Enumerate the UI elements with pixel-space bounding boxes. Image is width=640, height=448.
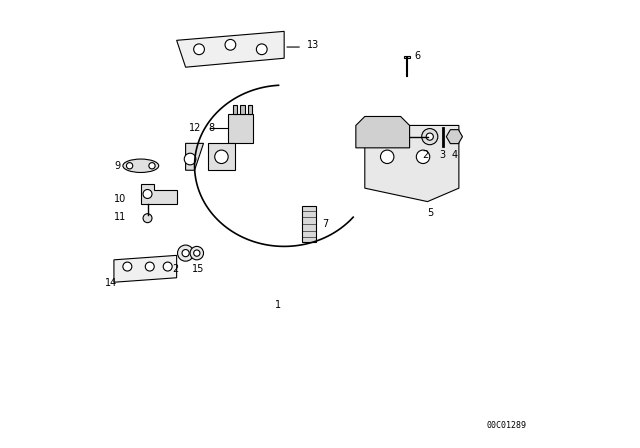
Circle shape [163, 262, 172, 271]
Polygon shape [240, 105, 244, 114]
Text: 2: 2 [172, 264, 179, 274]
Circle shape [143, 190, 152, 198]
Polygon shape [208, 143, 235, 170]
Ellipse shape [123, 159, 159, 172]
Text: 1: 1 [275, 300, 282, 310]
Text: 5: 5 [428, 208, 434, 218]
Text: 15: 15 [192, 264, 205, 274]
Circle shape [127, 163, 132, 169]
Circle shape [422, 129, 438, 145]
Circle shape [194, 250, 200, 256]
Circle shape [123, 262, 132, 271]
Text: 2: 2 [422, 150, 428, 160]
Text: 13: 13 [307, 40, 319, 50]
Text: 12: 12 [189, 123, 202, 133]
Polygon shape [177, 31, 284, 67]
Polygon shape [233, 105, 237, 114]
Text: 3: 3 [439, 150, 445, 160]
Text: 6: 6 [414, 51, 420, 61]
Polygon shape [186, 143, 204, 170]
Circle shape [380, 150, 394, 164]
Circle shape [149, 163, 155, 169]
Circle shape [145, 262, 154, 271]
Circle shape [416, 150, 430, 164]
Polygon shape [228, 114, 253, 143]
Text: 7: 7 [323, 219, 328, 229]
Polygon shape [365, 125, 459, 202]
Circle shape [143, 214, 152, 223]
Circle shape [215, 150, 228, 164]
Text: 14: 14 [105, 278, 117, 288]
Text: 00C01289: 00C01289 [486, 421, 526, 430]
Polygon shape [302, 206, 316, 242]
Circle shape [225, 39, 236, 50]
Text: 4: 4 [451, 150, 458, 160]
Circle shape [426, 133, 433, 140]
Circle shape [177, 245, 194, 261]
Polygon shape [404, 56, 410, 58]
Text: 9: 9 [114, 161, 120, 171]
Polygon shape [356, 116, 410, 148]
Circle shape [190, 246, 204, 260]
Polygon shape [446, 129, 463, 144]
Circle shape [184, 153, 196, 165]
Circle shape [257, 44, 267, 55]
Polygon shape [114, 255, 177, 282]
Text: 8: 8 [208, 123, 214, 133]
Text: 11: 11 [114, 212, 126, 222]
Text: 10: 10 [114, 194, 126, 204]
Circle shape [182, 250, 189, 257]
Polygon shape [248, 105, 252, 114]
Circle shape [194, 44, 204, 55]
Polygon shape [141, 184, 177, 204]
